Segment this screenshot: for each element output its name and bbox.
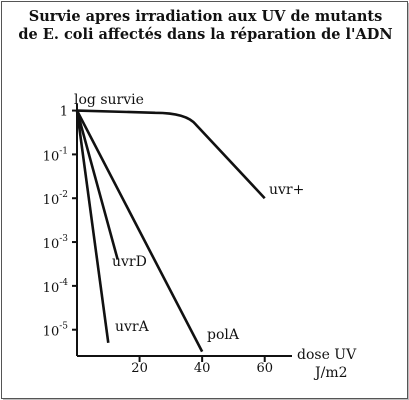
series-label-uvrD: uvrD — [112, 254, 147, 270]
y-tick-label-base: 10 — [43, 325, 60, 340]
y-tick-label-base: 10 — [43, 149, 60, 164]
x-tick-label: 60 — [256, 361, 273, 376]
y-tick-label-exponent: -4 — [59, 278, 68, 288]
series-label-polA: polA — [207, 327, 240, 343]
x-tick-label: 40 — [194, 361, 211, 376]
y-tick-label: 10-4 — [43, 278, 69, 296]
series-line-uvrD — [75, 110, 119, 260]
series-label-uvrA: uvrA — [115, 319, 150, 335]
y-tick-label-base: 1 — [60, 105, 68, 120]
series-line-polA — [75, 109, 204, 353]
series-label-uvrplus: uvr+ — [269, 182, 304, 198]
chart-title-line-2: de E. coli affectés dans la réparation d… — [18, 26, 393, 43]
series-lines — [75, 109, 266, 353]
y-axis-title: log survie — [74, 92, 144, 108]
series-line-uvrplus — [76, 109, 266, 200]
y-tick-label-exponent: -2 — [59, 190, 68, 200]
axes — [72, 104, 292, 362]
x-tick-label: 20 — [131, 361, 148, 376]
y-tick-label-exponent: -1 — [59, 146, 68, 156]
y-tick-label: 10-3 — [43, 234, 69, 252]
y-tick-label: 10-2 — [43, 190, 68, 208]
x-axis-title-line-2: J/m2 — [313, 365, 348, 381]
chart-title: Survie apres irradiation aux UV de mutan… — [2, 8, 409, 44]
y-tick-label: 10-5 — [43, 322, 69, 340]
y-tick-label: 10-1 — [43, 146, 68, 164]
chart-title-line-1: Survie apres irradiation aux UV de mutan… — [28, 8, 383, 25]
y-tick-label: 1 — [60, 105, 68, 120]
y-tick-label-exponent: -5 — [59, 322, 68, 332]
y-tick-label-base: 10 — [43, 193, 60, 208]
y-tick-label-base: 10 — [43, 237, 60, 252]
y-tick-label-base: 10 — [43, 281, 60, 296]
y-tick-label-exponent: -3 — [59, 234, 68, 244]
x-axis-title-line-1: dose UV — [297, 347, 357, 363]
series-line-uvrA — [75, 110, 110, 344]
